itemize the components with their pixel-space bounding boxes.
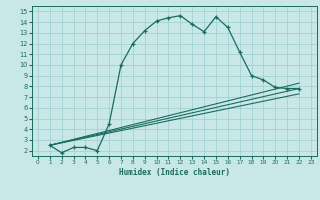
- X-axis label: Humidex (Indice chaleur): Humidex (Indice chaleur): [119, 168, 230, 177]
